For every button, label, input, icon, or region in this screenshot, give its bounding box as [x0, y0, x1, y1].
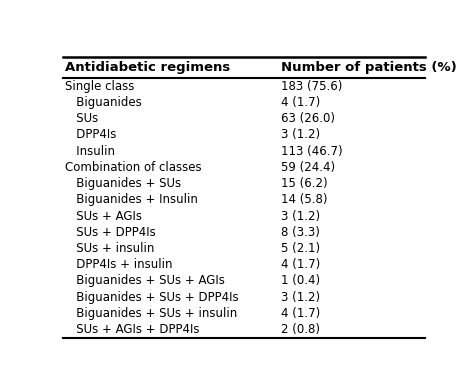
Text: 3 (1.2): 3 (1.2)	[282, 291, 320, 304]
Text: Antidiabetic regimens: Antidiabetic regimens	[65, 61, 230, 74]
Text: Biguanides + SUs + AGIs: Biguanides + SUs + AGIs	[65, 274, 225, 288]
Text: 2 (0.8): 2 (0.8)	[282, 323, 320, 336]
Text: Biguanides + SUs + DPP4Is: Biguanides + SUs + DPP4Is	[65, 291, 238, 304]
Text: Insulin: Insulin	[65, 145, 115, 158]
Text: SUs: SUs	[65, 112, 98, 125]
Text: 4 (1.7): 4 (1.7)	[282, 96, 321, 109]
Text: Biguanides + SUs: Biguanides + SUs	[65, 177, 181, 190]
Text: 5 (2.1): 5 (2.1)	[282, 242, 320, 255]
Text: 4 (1.7): 4 (1.7)	[282, 307, 321, 320]
Text: 8 (3.3): 8 (3.3)	[282, 226, 320, 239]
Text: Biguanides + SUs + insulin: Biguanides + SUs + insulin	[65, 307, 237, 320]
Text: Combination of classes: Combination of classes	[65, 161, 201, 174]
Text: SUs + AGIs + DPP4Is: SUs + AGIs + DPP4Is	[65, 323, 199, 336]
Text: 113 (46.7): 113 (46.7)	[282, 145, 343, 158]
Text: 183 (75.6): 183 (75.6)	[282, 80, 343, 93]
Text: SUs + insulin: SUs + insulin	[65, 242, 154, 255]
Text: 15 (6.2): 15 (6.2)	[282, 177, 328, 190]
Text: 1 (0.4): 1 (0.4)	[282, 274, 320, 288]
Text: SUs + AGIs: SUs + AGIs	[65, 210, 142, 222]
Text: 3 (1.2): 3 (1.2)	[282, 210, 320, 222]
Text: 14 (5.8): 14 (5.8)	[282, 193, 328, 206]
Text: Biguanides + Insulin: Biguanides + Insulin	[65, 193, 198, 206]
Text: 63 (26.0): 63 (26.0)	[282, 112, 336, 125]
Text: Single class: Single class	[65, 80, 134, 93]
Text: 3 (1.2): 3 (1.2)	[282, 128, 320, 141]
Text: DPP4Is + insulin: DPP4Is + insulin	[65, 258, 172, 271]
Text: 59 (24.4): 59 (24.4)	[282, 161, 336, 174]
Text: Biguanides: Biguanides	[65, 96, 142, 109]
Text: Number of patients (%): Number of patients (%)	[282, 61, 457, 74]
Text: DPP4Is: DPP4Is	[65, 128, 116, 141]
Text: SUs + DPP4Is: SUs + DPP4Is	[65, 226, 155, 239]
Text: 4 (1.7): 4 (1.7)	[282, 258, 321, 271]
